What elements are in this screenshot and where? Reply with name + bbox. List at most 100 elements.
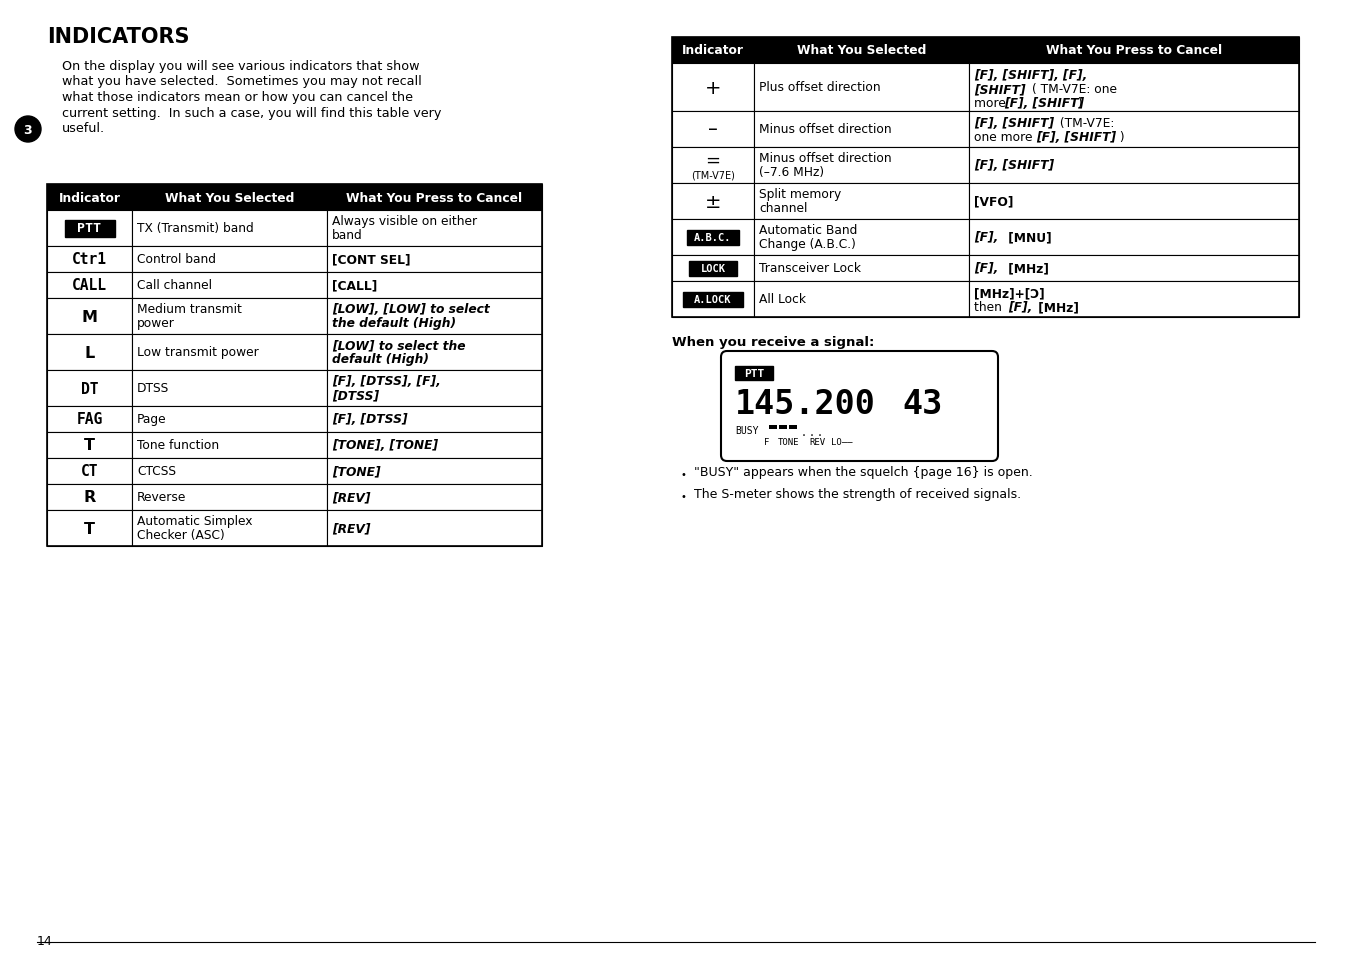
Bar (672, 184, 754, 220)
Text: [CONT SEL]: [CONT SEL] (333, 253, 411, 266)
Bar (132, 484, 327, 511)
Text: Page: Page (137, 413, 166, 426)
Text: Ctr1: Ctr1 (72, 253, 107, 267)
Bar (754, 220, 969, 255)
Text: DTSS: DTSS (137, 381, 169, 395)
Bar (735, 367, 773, 380)
Text: Always visible on either: Always visible on either (333, 214, 477, 228)
Text: [TONE]: [TONE] (333, 464, 381, 477)
Text: The S-meter shows the strength of received signals.: The S-meter shows the strength of receiv… (694, 488, 1021, 500)
Text: Minus offset direction: Minus offset direction (758, 123, 891, 136)
Bar (47, 371, 132, 407)
Text: [F],: [F], (973, 231, 998, 244)
Text: [F],: [F], (973, 262, 998, 274)
Text: What You Selected: What You Selected (165, 192, 295, 204)
Bar (754, 255, 969, 282)
Text: [MHz]: [MHz] (1005, 262, 1049, 274)
Text: ): ) (1073, 97, 1083, 110)
Text: Reverse: Reverse (137, 491, 187, 503)
Bar (47, 484, 132, 511)
Bar (65, 220, 115, 237)
Text: [F], [SHIFT], [F],: [F], [SHIFT], [F], (973, 69, 1087, 82)
Text: What You Press to Cancel: What You Press to Cancel (346, 192, 523, 204)
Text: [SHIFT]: [SHIFT] (973, 83, 1026, 96)
Text: (TM-V7E:: (TM-V7E: (1056, 117, 1114, 130)
Bar (672, 112, 754, 148)
Text: Automatic Band: Automatic Band (758, 224, 857, 236)
Bar (132, 298, 327, 335)
Bar (672, 64, 754, 112)
Text: Split memory: Split memory (758, 188, 841, 201)
Text: Automatic Simplex: Automatic Simplex (137, 515, 253, 527)
Bar (672, 38, 1299, 317)
Text: band: band (333, 229, 362, 242)
Text: (–7.6 MHz): (–7.6 MHz) (758, 166, 825, 179)
Text: CTCSS: CTCSS (137, 464, 176, 477)
Text: LO̶̶: LO̶̶ (831, 437, 853, 447)
Text: .: . (808, 428, 815, 437)
Text: [VFO]: [VFO] (973, 194, 1014, 208)
Text: +: + (704, 78, 721, 97)
Bar (969, 64, 1299, 112)
Text: .: . (800, 428, 807, 437)
FancyBboxPatch shape (721, 352, 998, 461)
Text: Indicator: Indicator (681, 45, 744, 57)
Text: [F], [DTSS], [F],: [F], [DTSS], [F], (333, 375, 441, 388)
Bar (687, 231, 740, 245)
Text: channel: channel (758, 202, 807, 214)
Text: [DTSS]: [DTSS] (333, 389, 379, 401)
Bar (132, 407, 327, 433)
Text: 14: 14 (37, 934, 53, 947)
Bar (779, 426, 787, 430)
Bar (47, 211, 132, 247)
Text: Plus offset direction: Plus offset direction (758, 81, 880, 94)
Text: power: power (137, 316, 174, 330)
Bar (47, 407, 132, 433)
Bar (132, 371, 327, 407)
Text: LOCK: LOCK (700, 264, 726, 274)
Text: INDICATORS: INDICATORS (47, 27, 189, 47)
Text: –: – (708, 120, 718, 139)
Bar (769, 426, 777, 430)
Bar (969, 148, 1299, 184)
Bar (754, 148, 969, 184)
Bar (754, 64, 969, 112)
Bar (327, 433, 542, 458)
Bar (672, 148, 754, 184)
Bar (47, 335, 132, 371)
Bar (47, 433, 132, 458)
Text: Tone function: Tone function (137, 438, 219, 452)
Text: When you receive a signal:: When you receive a signal: (672, 335, 875, 349)
Bar (754, 184, 969, 220)
Bar (327, 335, 542, 371)
Text: [REV]: [REV] (333, 521, 370, 535)
Bar (132, 511, 327, 546)
Text: Checker (ASC): Checker (ASC) (137, 529, 224, 541)
Text: [REV]: [REV] (333, 491, 370, 503)
Bar (327, 273, 542, 298)
Bar (132, 211, 327, 247)
Bar (969, 282, 1299, 317)
Bar (132, 458, 327, 484)
Bar (969, 38, 1299, 64)
Text: then: then (973, 301, 1006, 314)
Bar (132, 335, 327, 371)
Text: "BUSY" appears when the squelch {page 16} is open.: "BUSY" appears when the squelch {page 16… (694, 465, 1033, 478)
Text: All Lock: All Lock (758, 293, 806, 306)
Bar (754, 282, 969, 317)
Text: DT: DT (81, 381, 99, 396)
Text: 43: 43 (902, 388, 942, 420)
Text: •: • (680, 492, 685, 501)
Bar (47, 298, 132, 335)
Text: PTT: PTT (77, 222, 101, 235)
Bar (672, 38, 754, 64)
Text: [TONE], [TONE]: [TONE], [TONE] (333, 438, 438, 452)
Bar (754, 112, 969, 148)
Bar (132, 247, 327, 273)
Text: [F], [DTSS]: [F], [DTSS] (333, 413, 407, 426)
Bar (327, 407, 542, 433)
Text: CT: CT (81, 464, 99, 479)
Text: TONE: TONE (779, 437, 800, 447)
Text: =: = (706, 152, 721, 170)
Bar (132, 433, 327, 458)
